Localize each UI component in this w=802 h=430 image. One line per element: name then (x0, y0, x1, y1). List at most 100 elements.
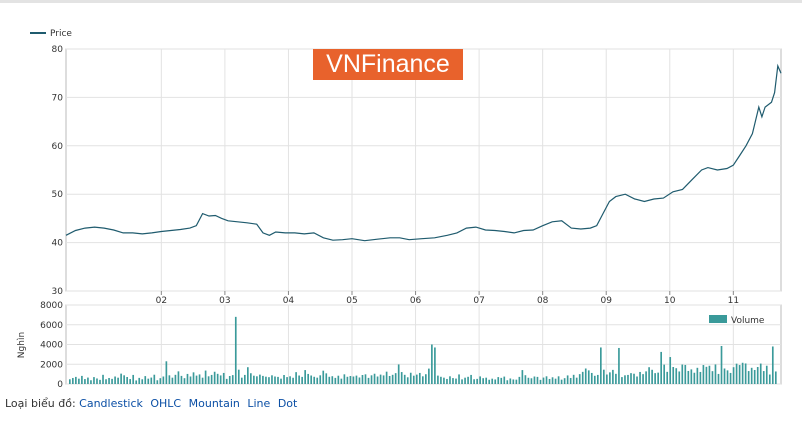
volume-bar (440, 376, 442, 384)
volume-bar (409, 372, 412, 384)
volume-bar (500, 377, 503, 384)
volume-bar (720, 345, 723, 384)
price-y-axis: 30 40 50 60 70 80 (52, 45, 64, 297)
volume-bar (304, 370, 306, 384)
volume-bar (431, 344, 433, 384)
volume-bar (708, 365, 711, 384)
volume-bar (373, 373, 376, 384)
volume-bar (247, 367, 249, 384)
volume-bar (503, 376, 506, 384)
volume-bar (207, 376, 210, 384)
volume-bar (349, 376, 352, 384)
volume-bar (615, 373, 617, 384)
volume-bar (403, 374, 406, 384)
volume-bar (90, 380, 92, 384)
volume-bar (702, 365, 705, 384)
price-legend-label: Price (50, 29, 72, 39)
volume-bar (533, 376, 536, 384)
volume-bar (660, 351, 662, 384)
volume-bar (648, 367, 650, 384)
volume-bar (364, 374, 367, 384)
chart-type-label: Loại biểu đồ: (5, 397, 76, 410)
price-x-tick-label: 10 (664, 296, 676, 306)
volume-bar (81, 375, 83, 384)
chart-type-mountain[interactable]: Mountain (188, 397, 240, 410)
volume-bar (630, 373, 632, 384)
volume-bar (69, 379, 71, 384)
volume-bar (717, 373, 720, 384)
volume-bar (666, 371, 669, 384)
volume-bar (618, 347, 620, 384)
volume-bar (114, 376, 116, 384)
volume-bar (560, 379, 563, 384)
volume-bar (352, 376, 355, 384)
volume-bar (651, 369, 653, 384)
volume-bar (515, 379, 518, 384)
volume-y-tick-label: 2000 (40, 360, 63, 370)
volume-bar (759, 363, 762, 384)
volume-bar (138, 377, 141, 384)
volume-bar (168, 375, 171, 384)
volume-bar (590, 372, 593, 384)
volume-bar (87, 377, 89, 384)
volume-bar (174, 374, 177, 384)
volume-bar (512, 379, 515, 384)
volume-bar (675, 368, 678, 384)
volume-bar (93, 377, 95, 384)
volume-bar (768, 374, 771, 384)
volume-bar (596, 374, 599, 384)
price-y-tick-label: 80 (52, 45, 64, 55)
price-y-tick-label: 70 (52, 93, 64, 103)
volume-bar (171, 377, 174, 384)
volume-bar (189, 376, 192, 384)
volume-bar (340, 378, 343, 384)
volume-bar (467, 376, 469, 384)
volume-bar (765, 365, 768, 384)
volume-bar (518, 376, 521, 384)
volume-legend-swatch (709, 315, 727, 323)
price-x-tick-label: 08 (537, 296, 549, 306)
volume-bar (633, 373, 635, 384)
price-x-tick-label: 07 (473, 296, 484, 306)
volume-bar (240, 377, 243, 384)
volume-bar (120, 373, 122, 384)
volume-bar (213, 371, 216, 384)
volume-bar (461, 379, 463, 384)
volume-bar (262, 375, 264, 384)
volume-bar (494, 379, 497, 384)
price-y-tick-label: 30 (52, 287, 64, 297)
volume-y-axis-label: Nghìn (17, 332, 27, 358)
volume-bar (331, 376, 334, 384)
chart-type-candlestick[interactable]: Candlestick (79, 397, 143, 410)
volume-bar (485, 377, 488, 384)
volume-bar (612, 369, 614, 384)
volume-bar (165, 361, 168, 384)
volume-bar (578, 374, 581, 385)
volume-bar (177, 371, 180, 384)
volume-bar (283, 375, 285, 384)
volume-bar (527, 377, 530, 384)
chart-type-dot[interactable]: Dot (277, 397, 298, 410)
volume-bars (69, 316, 777, 385)
volume-bar (192, 372, 195, 384)
volume-bar (735, 363, 738, 384)
price-x-tick-label: 03 (219, 296, 230, 306)
price-x-axis: 02 03 04 05 06 07 08 09 10 11 (156, 291, 739, 306)
price-legend[interactable]: Price (30, 29, 72, 39)
price-x-tick-label: 05 (346, 296, 357, 306)
chart-type-line[interactable]: Line (247, 397, 271, 410)
volume-bar (425, 374, 427, 384)
volume-bar (747, 371, 750, 384)
volume-bar (111, 378, 113, 384)
volume-bar (572, 374, 575, 384)
volume-bar (473, 379, 475, 384)
volume-y-tick-label: 8000 (40, 301, 63, 311)
volume-legend[interactable]: Volume (709, 315, 765, 326)
volume-bar (458, 374, 460, 384)
volume-bar (509, 378, 512, 384)
volume-bar (548, 378, 551, 384)
chart-type-ohlc[interactable]: OHLC (150, 397, 182, 410)
volume-panel: 0 2000 4000 6000 8000 Nghìn Volume (17, 301, 782, 390)
volume-bar (322, 370, 325, 384)
